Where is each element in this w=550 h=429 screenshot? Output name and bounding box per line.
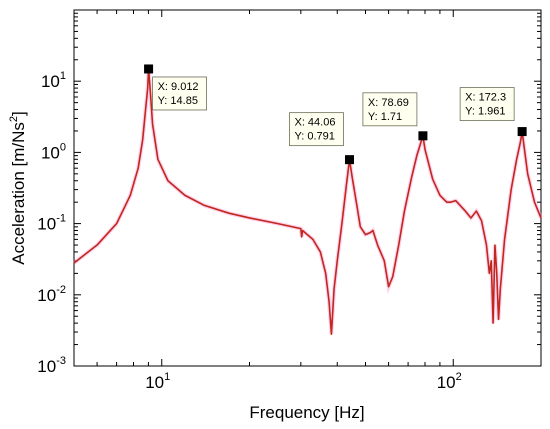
axis-ticks xyxy=(73,9,542,367)
datatip-y-text: Y: 0.791 xyxy=(294,131,334,143)
y-axis-label: Acceleration [m/Ns2] xyxy=(8,111,28,265)
plot-frame xyxy=(73,9,542,367)
datatip-y-text: Y: 1.71 xyxy=(368,111,402,123)
datatip-marker xyxy=(344,155,354,165)
x-tick-label: 102 xyxy=(437,371,462,392)
plot-area xyxy=(73,9,542,367)
y-tick-label: 100 xyxy=(41,141,66,162)
y-tick-label: 10-3 xyxy=(37,355,66,376)
datatip-box xyxy=(152,76,207,111)
y-tick-label: 101 xyxy=(41,70,66,91)
y-tick-label: 10-1 xyxy=(37,213,66,234)
datatip-box xyxy=(459,87,515,121)
datatip-marker xyxy=(517,127,527,137)
datatip-y-text: Y: 1.961 xyxy=(465,106,505,118)
datatip-y-text: Y: 14.85 xyxy=(158,95,198,107)
datatip-box xyxy=(362,92,418,127)
series-line xyxy=(73,68,542,335)
datatip-marker xyxy=(418,131,428,141)
series-group xyxy=(72,68,543,335)
y-axis-label-sup: 2 xyxy=(8,116,20,122)
x-tick-label: 101 xyxy=(145,371,170,392)
x-axis-label: Frequency [Hz] xyxy=(249,403,364,422)
datatip-x-text: X: 78.69 xyxy=(368,97,409,109)
y-tick-label: 10-2 xyxy=(37,284,66,305)
datatip-box xyxy=(289,112,344,147)
datatip-marker xyxy=(144,64,154,74)
y-axis-label-base: Acceleration [m/Ns xyxy=(9,122,28,265)
y-axis-label-end: ] xyxy=(9,111,28,116)
datatip-x-text: X: 172.3 xyxy=(465,92,506,104)
tick-labels: 101 102 10-3 10-2 10-1 100 101 xyxy=(37,70,461,392)
datatip-x-text: X: 9.012 xyxy=(158,81,199,93)
datatips-group: X: 9.012 Y: 14.85 X: 44.06 Y: 0.791 X: 78.69… xyxy=(144,64,527,165)
datatip-x-text: X: 44.06 xyxy=(294,117,335,129)
